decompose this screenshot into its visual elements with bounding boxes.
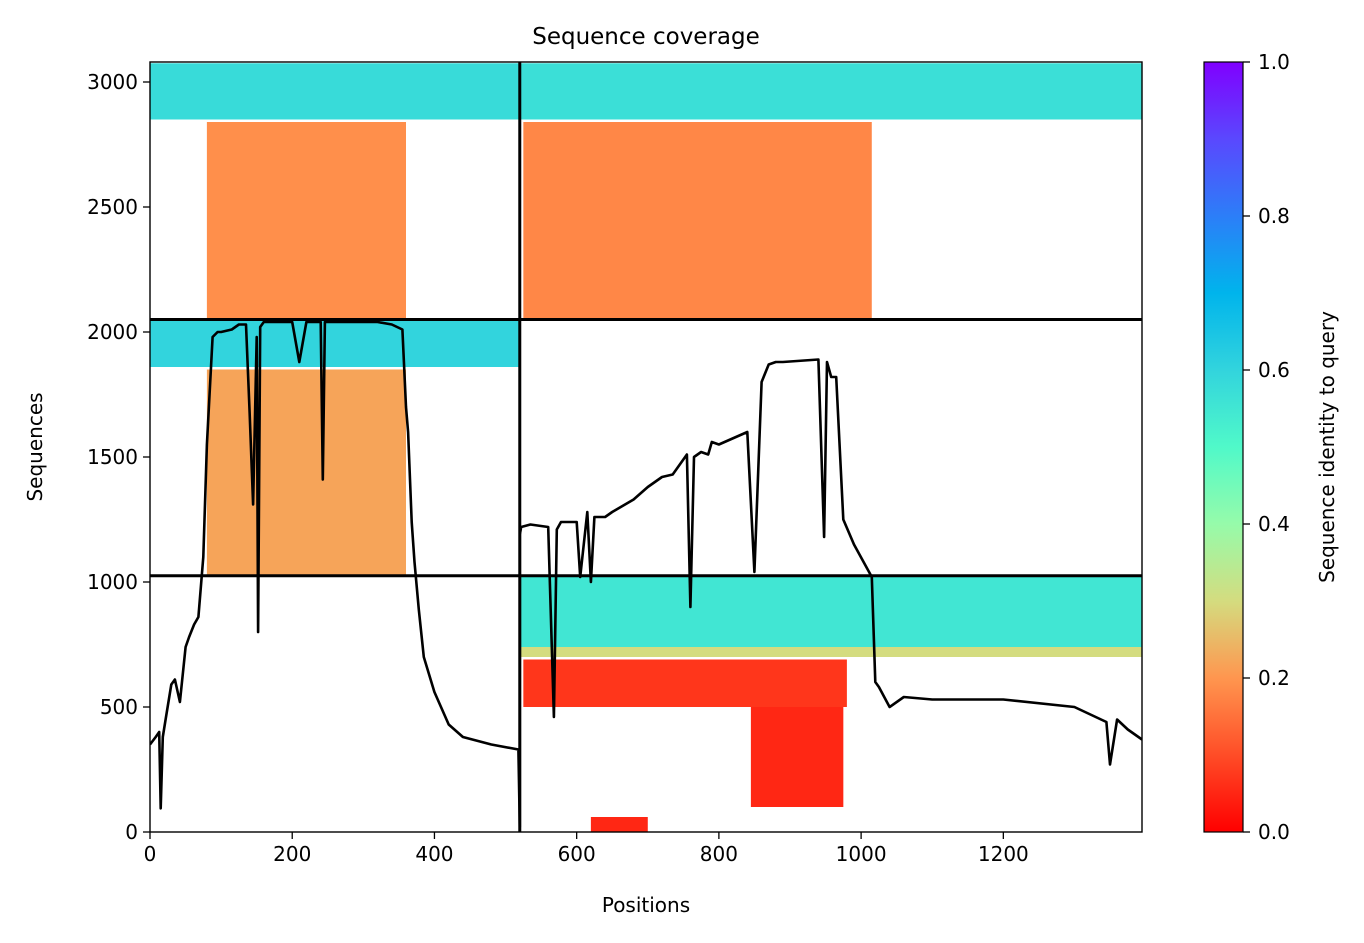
chart-title: Sequence coverage xyxy=(532,24,760,50)
y-tick-label: 1500 xyxy=(87,445,138,469)
coverage-block xyxy=(150,320,520,367)
x-tick-label: 1000 xyxy=(836,842,887,866)
colorbar-tick-label: 0.2 xyxy=(1258,666,1290,690)
coverage-block xyxy=(519,647,1142,657)
coverage-block xyxy=(750,707,844,807)
coverage-block xyxy=(150,63,520,120)
y-tick-label: 500 xyxy=(100,695,138,719)
colorbar: 0.0 0.2 0.4 0.6 0.8 1.0 Sequence identity to … xyxy=(1203,50,1339,844)
colorbar-tick-label: 0.6 xyxy=(1258,358,1290,382)
x-tick-label: 1200 xyxy=(978,842,1029,866)
colorbar-tick-label: 1.0 xyxy=(1258,50,1290,74)
x-tick-label: 800 xyxy=(700,842,738,866)
coverage-block xyxy=(523,659,847,707)
y-axis-label: Sequences xyxy=(23,392,47,501)
x-axis-label: Positions xyxy=(602,893,690,917)
y-axis: 0 500 1000 1500 2000 2500 3000 xyxy=(87,70,150,844)
x-tick-label: 400 xyxy=(415,842,453,866)
coverage-block xyxy=(206,122,406,319)
y-tick-label: 1000 xyxy=(87,570,138,594)
coverage-block xyxy=(206,369,406,575)
colorbar-gradient xyxy=(1203,61,1244,833)
colorbar-axis: 0.0 0.2 0.4 0.6 0.8 1.0 xyxy=(1243,50,1290,844)
coverage-block xyxy=(523,122,872,319)
x-tick-label: 200 xyxy=(273,842,311,866)
coverage-block xyxy=(519,577,1142,647)
x-tick-label: 600 xyxy=(558,842,596,866)
y-tick-label: 0 xyxy=(125,820,138,844)
x-axis: 0 200 400 600 800 1000 1200 xyxy=(144,832,1029,866)
y-tick-label: 2000 xyxy=(87,320,138,344)
colorbar-tick-label: 0.8 xyxy=(1258,204,1290,228)
coverage-block xyxy=(590,817,648,832)
x-tick-label: 0 xyxy=(144,842,157,866)
colorbar-label: Sequence identity to query xyxy=(1315,311,1339,583)
coverage-block xyxy=(519,63,1142,120)
colorbar-tick-label: 0.0 xyxy=(1258,820,1290,844)
coverage-heatmap xyxy=(150,63,1142,832)
y-tick-label: 2500 xyxy=(87,195,138,219)
plot-frame xyxy=(149,61,1143,833)
colorbar-tick-label: 0.4 xyxy=(1258,512,1290,536)
coverage-line xyxy=(150,320,1142,829)
y-tick-label: 3000 xyxy=(87,70,138,94)
coverage-lines xyxy=(150,320,1142,829)
